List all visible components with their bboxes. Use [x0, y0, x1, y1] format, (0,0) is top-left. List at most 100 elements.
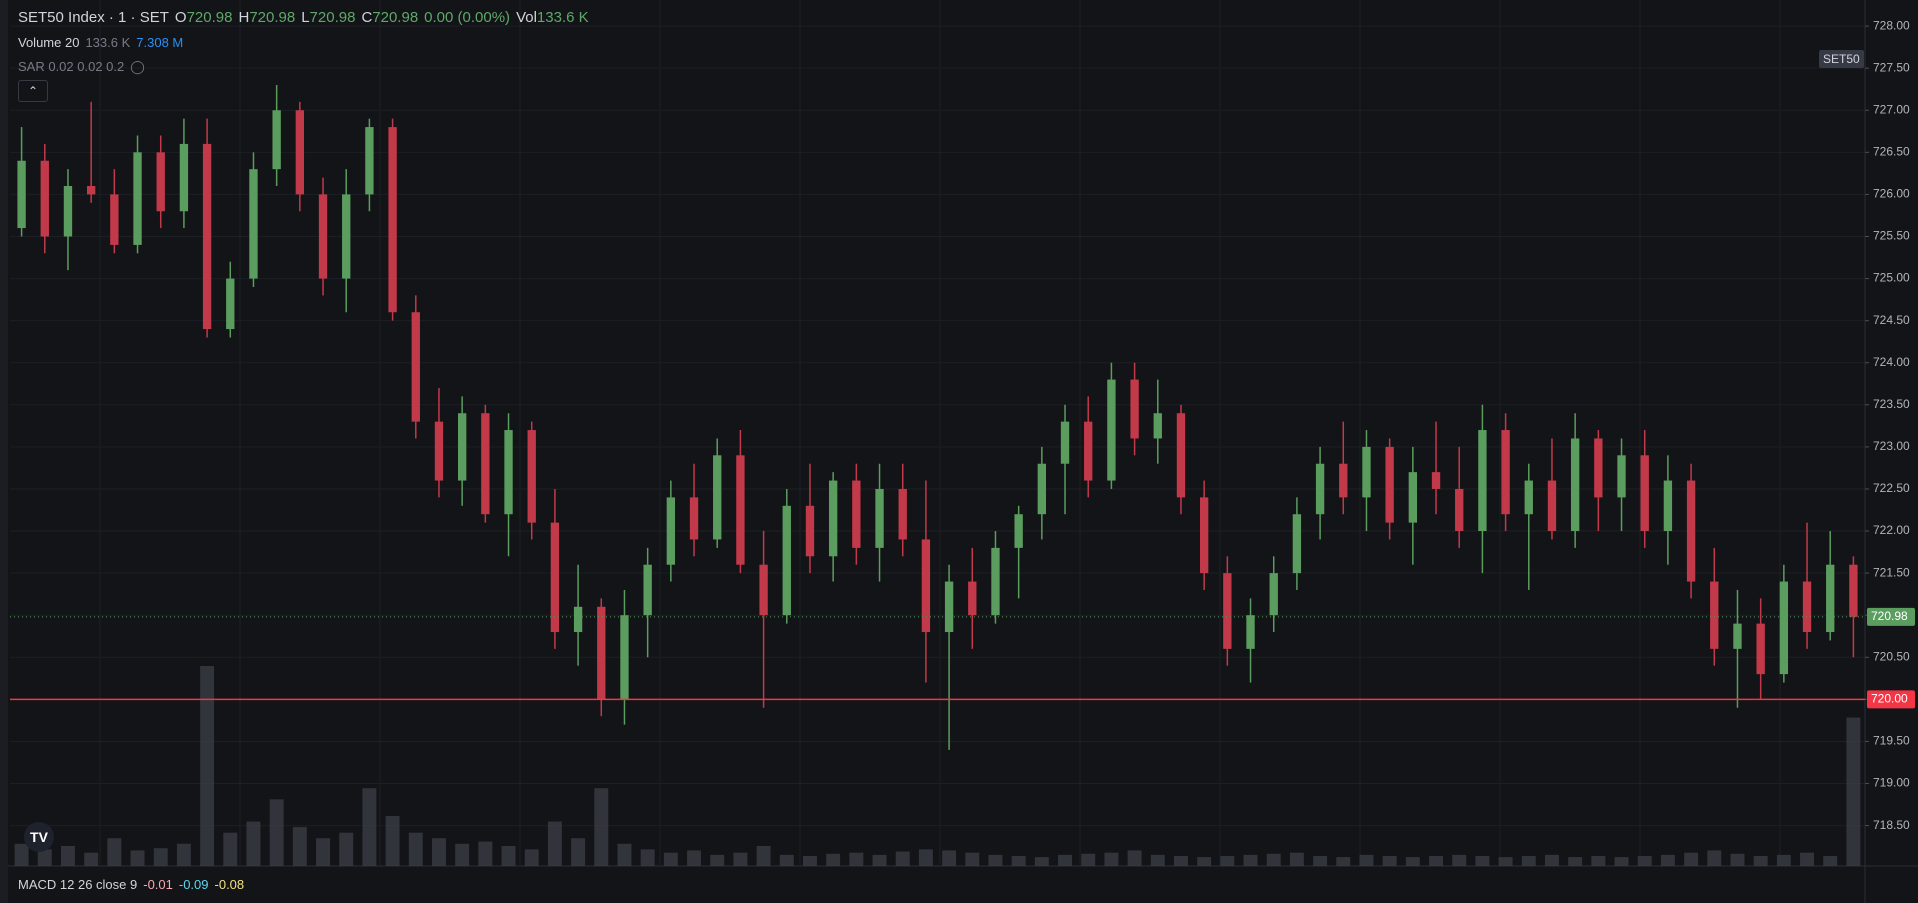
volume-bar	[1498, 857, 1513, 866]
volume-bar	[1753, 856, 1768, 866]
volume-bar	[1104, 852, 1119, 866]
hidden-icon[interactable]: ◯	[130, 59, 145, 74]
candle-body	[1570, 438, 1580, 532]
candle-body	[457, 413, 467, 481]
volume-bar	[733, 852, 748, 866]
volume-bar	[478, 841, 493, 866]
volume-bar	[640, 849, 655, 866]
volume-bar	[547, 821, 562, 866]
candle-body	[388, 127, 397, 313]
candle-body	[365, 127, 374, 195]
volume-bar	[1382, 856, 1397, 866]
candle-body	[295, 110, 305, 195]
legend-sar: SAR 0.02 0.02 0.2 ◯	[18, 59, 145, 75]
candle-body	[921, 539, 931, 633]
candle-body	[736, 455, 745, 565]
candle-body	[156, 152, 165, 212]
symbol-tag: SET50	[1819, 50, 1864, 68]
y-tick-label: 719.00	[1873, 776, 1910, 790]
legend-main: SET50 Index · 1 · SET O720.98 H720.98 L7…	[18, 9, 589, 26]
volume-bar	[455, 843, 470, 866]
candle-body	[1617, 455, 1626, 498]
volume-bar	[61, 846, 75, 866]
y-tick-label: 727.00	[1873, 102, 1910, 116]
candle-body	[1710, 581, 1719, 649]
candle-body	[202, 143, 212, 330]
candle-body	[643, 564, 652, 616]
y-tick-label: 723.00	[1873, 439, 1910, 453]
candle-body	[481, 413, 490, 515]
volume-bar	[1660, 854, 1675, 866]
volume-name[interactable]: Volume 20	[18, 35, 80, 50]
macd-name[interactable]: MACD 12 26 close 9	[18, 877, 138, 892]
volume-v1: 133.6 K	[85, 35, 131, 50]
volume-v2: 7.308 M	[136, 35, 184, 50]
volume-bar	[571, 838, 586, 866]
volume-bar	[1405, 857, 1420, 866]
volume-bar	[84, 852, 99, 866]
candle-body	[272, 110, 281, 170]
logo[interactable]: TV	[24, 822, 54, 852]
o-value: 720.98	[186, 9, 233, 26]
candle-body	[620, 615, 629, 700]
volume-bar	[362, 788, 377, 866]
candle-body	[1733, 623, 1742, 649]
candle-body	[944, 581, 954, 633]
y-tick-label: 721.50	[1873, 565, 1910, 579]
y-tick-label: 728.00	[1873, 18, 1910, 32]
y-tick-label: 726.00	[1873, 187, 1910, 201]
volume-bar	[1243, 854, 1258, 866]
candle-body	[1176, 413, 1186, 498]
volume-bar	[1776, 854, 1791, 866]
candle-body	[1802, 581, 1812, 633]
volume-bar	[872, 854, 887, 866]
candle-body	[1084, 421, 1093, 481]
volume-bar	[594, 788, 609, 866]
sar-name[interactable]: SAR 0.02 0.02 0.2	[18, 59, 125, 74]
volume-bar	[501, 846, 516, 866]
c-label: C	[361, 9, 373, 26]
volume-bar	[1359, 854, 1374, 866]
candle-body	[342, 194, 351, 279]
volume-bar	[1452, 854, 1467, 866]
volume-bar	[1336, 857, 1351, 866]
candle-body	[782, 505, 791, 616]
volume-bar	[1730, 853, 1745, 866]
volume-bar	[1081, 853, 1096, 866]
symbol[interactable]: SET50 Index · 1 · SET	[18, 9, 169, 26]
volume-bar	[1614, 857, 1629, 866]
volume-bar	[432, 838, 446, 866]
candle-body	[411, 312, 420, 422]
candle-body	[63, 185, 73, 237]
volume-bar	[988, 854, 1003, 866]
volume-bar	[663, 852, 678, 866]
candle-body	[1153, 413, 1162, 439]
candle-body	[1826, 564, 1835, 633]
volume-bar	[14, 843, 29, 866]
volume-bar	[524, 849, 539, 866]
candle-body	[597, 606, 606, 700]
candle-body	[1339, 463, 1348, 498]
candle-body	[1686, 480, 1696, 582]
candle-body	[86, 185, 96, 195]
volume-bar	[1846, 717, 1861, 866]
candle-body	[550, 522, 560, 633]
volume-bar	[316, 838, 330, 866]
volume-bar	[803, 856, 817, 866]
candle-body	[898, 488, 907, 540]
volume-bar	[1429, 856, 1443, 866]
volume-bar	[200, 666, 215, 866]
volume-bar	[153, 848, 168, 866]
candle-body	[1501, 430, 1510, 515]
candle-body	[504, 430, 513, 515]
collapse-button[interactable]: ⌃	[18, 80, 48, 102]
volume-bar	[1127, 850, 1142, 866]
y-tick-label: 727.50	[1873, 60, 1910, 74]
volume-bar	[130, 850, 145, 866]
volume-bar	[710, 854, 725, 866]
y-tick-label: 724.00	[1873, 355, 1910, 369]
candle-body	[828, 480, 838, 557]
volume-bar	[1475, 856, 1490, 866]
volume-bar	[965, 852, 980, 866]
candle-body	[133, 152, 142, 245]
